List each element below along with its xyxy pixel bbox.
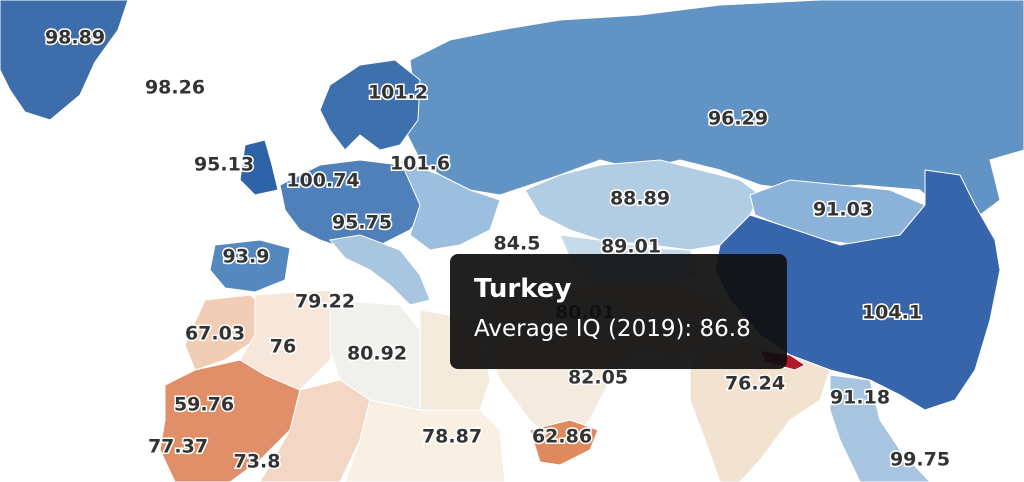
value-label: 88.89: [610, 188, 670, 210]
eastern-europe: [399, 159, 501, 251]
value-label: 96.29: [708, 108, 768, 130]
value-label: 98.26: [145, 77, 205, 99]
morocco: [184, 294, 271, 371]
value-label: 80.92: [347, 343, 407, 365]
tooltip: Turkey Average IQ (2019): 86.8: [450, 254, 787, 369]
scandinavia: [319, 59, 421, 151]
value-label: 78.87: [422, 426, 482, 448]
value-label: 84.5: [494, 233, 541, 255]
tooltip-value: Average IQ (2019): 86.8: [474, 316, 751, 342]
value-label: 67.03: [185, 323, 245, 345]
value-labels: 98.89 98.26 101.2 96.29 95.13 101.6 100.…: [43, 25, 951, 474]
value-label: 99.75: [890, 449, 950, 471]
value-label: 98.89: [45, 27, 105, 49]
value-label: 77.37: [148, 436, 208, 458]
value-label: 76.24: [725, 373, 785, 395]
southeast-asia: [829, 374, 931, 482]
value-label: 95.13: [194, 154, 254, 176]
italy-balkans: [329, 234, 431, 306]
value-label: 76: [270, 336, 296, 358]
value-label: 62.86: [532, 426, 592, 448]
value-label: 91.18: [830, 387, 890, 409]
western-europe: [279, 159, 426, 251]
sudan: [344, 399, 506, 482]
west-africa: [159, 359, 301, 482]
value-label: 104.1: [862, 302, 922, 324]
value-label: 95.75: [332, 212, 392, 234]
value-label: 91.03: [813, 199, 873, 221]
uk: [239, 139, 279, 196]
value-label: 101.2: [368, 82, 428, 104]
iberia: [209, 239, 291, 293]
value-label: 79.22: [295, 291, 355, 313]
value-label: 82.05: [568, 367, 628, 389]
greenland: [0, 0, 129, 121]
value-label: 93.9: [223, 246, 270, 268]
sahel: [259, 379, 371, 482]
value-label: 101.6: [390, 153, 450, 175]
value-label: 59.76: [174, 394, 234, 416]
yemen: [529, 419, 599, 466]
value-label: 100.74: [286, 170, 359, 192]
value-label: 73.8: [234, 451, 281, 473]
tooltip-title: Turkey: [474, 274, 572, 304]
